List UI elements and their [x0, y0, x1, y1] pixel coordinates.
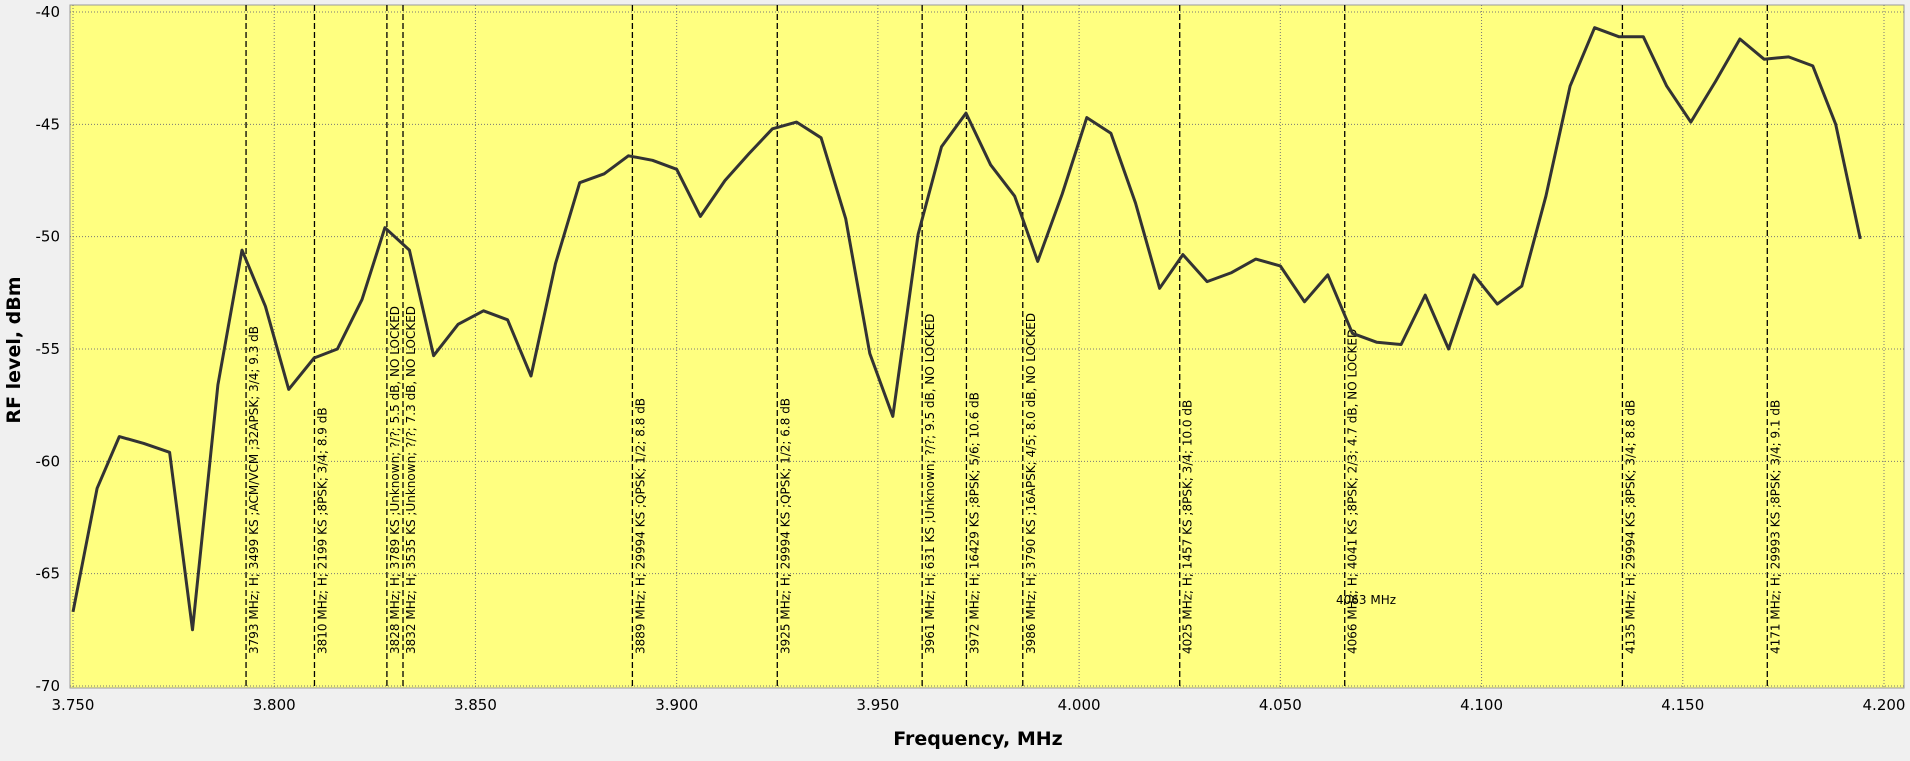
x-tick-label: 3.750: [52, 696, 95, 714]
y-tick-label: -45: [36, 115, 61, 133]
x-tick-label: 4.150: [1661, 696, 1704, 714]
marker-label: 3925 MHz; H; 29994 KS ;QPSK; 1/2; 6.8 dB: [778, 398, 792, 654]
marker-label: 3986 MHz; H; 3790 KS ;16APSK; 4/5; 8.0 d…: [1024, 313, 1038, 654]
x-tick-label: 4.050: [1259, 696, 1302, 714]
y-tick-label: -70: [36, 677, 61, 695]
y-tick-label: -65: [36, 565, 61, 583]
marker-label: 3832 MHz; H; 3535 KS ;Unknown; ?/?; 7.3 …: [404, 306, 418, 654]
x-tick-label: 4.000: [1058, 696, 1101, 714]
y-axis-title: RF level, dBm: [3, 276, 25, 423]
x-tick-label: 3.950: [856, 696, 899, 714]
marker-label: 3828 MHz; H; 3789 KS ;Unknown; ?/?; 5.5 …: [388, 306, 402, 654]
marker-label: 3889 MHz; H; 29994 KS ;QPSK; 1/2; 8.8 dB: [633, 398, 647, 654]
x-tick-label: 3.900: [655, 696, 698, 714]
marker-label: 4066 MHz; H; 4041 KS ;8PSK; 2/3; 4.7 dB,…: [1346, 329, 1360, 654]
annotation: 4063 MHz: [1336, 593, 1396, 607]
y-tick-label: -40: [36, 3, 61, 21]
marker-label: 4025 MHz; H; 1457 KS ;8PSK; 3/4; 10.0 dB: [1181, 400, 1195, 654]
x-tick-label: 4.100: [1460, 696, 1503, 714]
y-tick-label: -50: [36, 228, 61, 246]
plot-area: [69, 4, 1905, 689]
marker-label: 4171 MHz; H; 29993 KS ;8PSK; 3/4; 9.1 dB: [1768, 400, 1782, 654]
x-axis-title: Frequency, MHz: [893, 728, 1062, 750]
marker-label: 3972 MHz; H; 16429 KS ;8PSK; 5/6; 10.6 d…: [967, 392, 981, 654]
marker-label: 4135 MHz; H; 29994 KS ;8PSK; 3/4; 8.8 dB: [1623, 400, 1637, 654]
spectrum-line: [71, 26, 1862, 632]
marker-label: 3810 MHz; H; 2199 KS ;8PSK; 3/4; 8.9 dB: [315, 407, 329, 654]
x-tick-label: 4.200: [1863, 696, 1906, 714]
marker-label: 3793 MHz; H; 3499 KS ;ACM/VCM ;32APSK; 3…: [247, 326, 261, 654]
marker-label: 3961 MHz; H; 631 KS ;Unknown; ?/?; 9.5 d…: [923, 314, 937, 654]
x-tick-label: 3.850: [454, 696, 497, 714]
y-tick-label: -55: [36, 340, 61, 358]
y-tick-label: -60: [36, 452, 61, 470]
x-tick-label: 3.800: [253, 696, 296, 714]
